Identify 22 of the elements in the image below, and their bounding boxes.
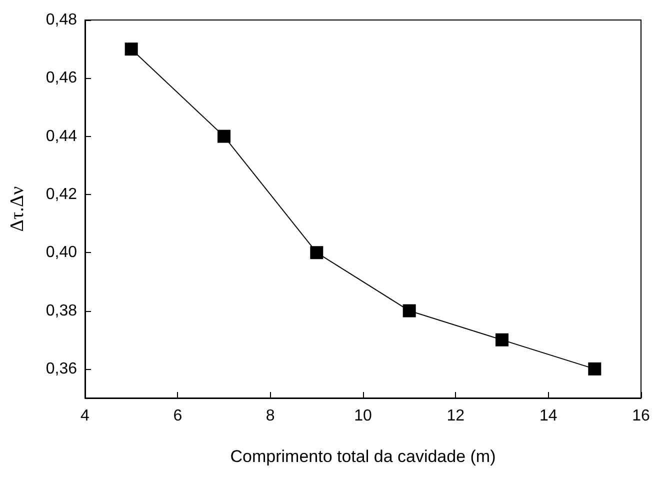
x-tick-label: 4 <box>80 408 90 424</box>
point <box>588 362 602 376</box>
y-tick-label: 0,40 <box>46 244 78 262</box>
x-tick-label: 8 <box>266 408 275 424</box>
point <box>402 304 416 318</box>
y-tick-label: 0,48 <box>46 12 78 28</box>
y-tick-label: 0,46 <box>46 70 78 87</box>
y-tick-label: 0,38 <box>46 302 78 320</box>
x-tick-label: 10 <box>354 408 372 424</box>
y-tick-label: 0,44 <box>46 128 78 145</box>
point <box>310 246 324 260</box>
x-tick-label: 14 <box>539 408 558 424</box>
y-tick-label: 0,36 <box>46 360 78 378</box>
point <box>218 130 230 143</box>
y-axis-title: Δτ.Δν <box>7 186 28 232</box>
point <box>124 42 138 56</box>
x-tick-label: 6 <box>173 408 182 424</box>
x-tick-label: 16 <box>632 408 650 424</box>
x-tick-label: 12 <box>446 408 465 424</box>
y-tick-label: 0,42 <box>46 186 78 203</box>
point <box>496 333 508 346</box>
x-axis-title: Comprimento total da cavidade (m) <box>230 447 496 466</box>
